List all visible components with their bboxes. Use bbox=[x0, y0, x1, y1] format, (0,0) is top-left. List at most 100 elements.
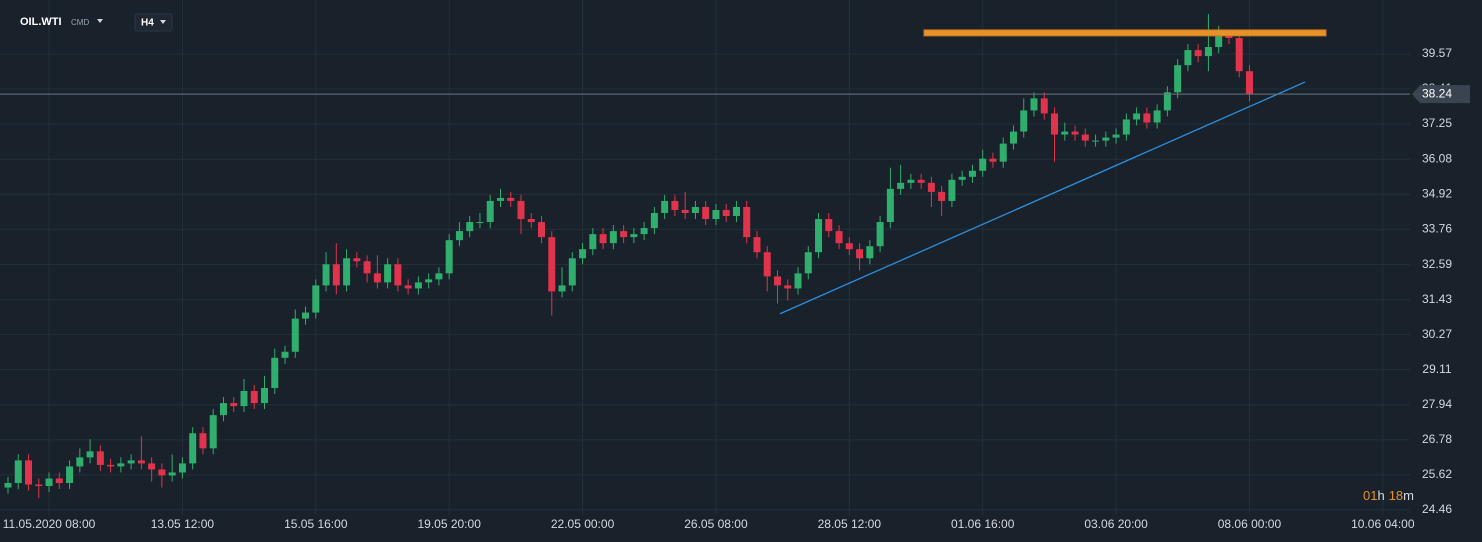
candle-body bbox=[466, 222, 474, 232]
timeframe[interactable]: H4 bbox=[141, 18, 154, 29]
symbol[interactable]: OIL.WTI bbox=[20, 16, 62, 28]
candle-body bbox=[1143, 113, 1151, 123]
candle-body bbox=[650, 212, 658, 229]
y-tick-label: 24.46 bbox=[1422, 502, 1452, 516]
candle-body bbox=[1061, 131, 1069, 135]
candle-body bbox=[866, 246, 874, 259]
countdown-minutes: 18 bbox=[1389, 488, 1403, 503]
x-tick-label: 22.05 00:00 bbox=[551, 517, 615, 531]
candle-body bbox=[1122, 119, 1130, 135]
candle-body bbox=[291, 318, 299, 352]
candle-body bbox=[917, 179, 925, 183]
candle-body bbox=[322, 264, 330, 286]
candle-body bbox=[1102, 137, 1110, 141]
timeframe-button[interactable] bbox=[134, 13, 173, 32]
candle-body bbox=[86, 451, 94, 458]
candle-body bbox=[927, 182, 935, 192]
candle-body bbox=[599, 234, 607, 244]
x-tick-label: 28.05 12:00 bbox=[818, 517, 882, 531]
candle-body bbox=[825, 219, 833, 232]
candle-body bbox=[404, 285, 412, 289]
candle-body bbox=[209, 415, 217, 449]
y-tick-label: 25.62 bbox=[1422, 467, 1452, 481]
candle-body bbox=[66, 466, 74, 484]
candle-body bbox=[250, 391, 258, 404]
candle-body bbox=[661, 200, 669, 213]
candle-body bbox=[897, 182, 905, 189]
candle-body bbox=[25, 460, 33, 485]
countdown-unit: m bbox=[1403, 488, 1414, 503]
candle-body bbox=[332, 264, 340, 286]
x-tick-label: 10.06 04:00 bbox=[1351, 517, 1415, 531]
candle-body bbox=[137, 460, 145, 464]
candle-body bbox=[1133, 113, 1141, 120]
candle-body bbox=[774, 276, 781, 286]
candle-body bbox=[538, 222, 546, 238]
candle-body bbox=[938, 191, 946, 201]
candle-body bbox=[4, 483, 12, 488]
candle-body bbox=[1020, 110, 1028, 132]
candle-body bbox=[1204, 47, 1212, 57]
grid: 24.46 25.62 26.78 27.94 29.11 30.27 31.43 32.59… bbox=[0, 0, 1452, 531]
candle-body bbox=[784, 285, 792, 289]
candle-body bbox=[117, 463, 125, 467]
candle-body bbox=[804, 252, 812, 274]
candle-body bbox=[373, 273, 381, 283]
candle-body bbox=[1030, 98, 1038, 111]
candle-body bbox=[517, 200, 525, 220]
candle-body bbox=[1184, 50, 1192, 66]
candle-body bbox=[856, 249, 864, 259]
dropdown-arrow[interactable] bbox=[160, 20, 166, 24]
candle-body bbox=[343, 258, 351, 286]
x-tick-label: 11.05.2020 08:00 bbox=[3, 517, 96, 531]
candle-body bbox=[1153, 110, 1161, 123]
candle-body bbox=[886, 188, 894, 223]
candle-body bbox=[1194, 50, 1202, 57]
y-tick-label: 29.11 bbox=[1422, 362, 1451, 376]
candle-body bbox=[312, 285, 320, 313]
candle-body bbox=[435, 273, 443, 280]
y-tick-label: 33.76 bbox=[1422, 221, 1452, 235]
candle-body bbox=[189, 433, 197, 464]
price-tag bbox=[1412, 85, 1470, 104]
x-tick-label: 08.06 00:00 bbox=[1218, 517, 1282, 531]
candle-body bbox=[35, 484, 43, 487]
candle-body bbox=[107, 464, 115, 467]
candle-body bbox=[702, 206, 710, 220]
candle-body bbox=[1092, 140, 1100, 142]
market: CMD bbox=[71, 18, 89, 27]
resistance-level bbox=[923, 29, 1327, 37]
candle-body bbox=[148, 463, 156, 470]
candle-body bbox=[1245, 71, 1253, 95]
x-tick-label: 26.05 08:00 bbox=[684, 517, 748, 531]
y-tick-label: 37.25 bbox=[1422, 116, 1452, 130]
candle-body bbox=[384, 264, 392, 283]
y-tick-label: 31.43 bbox=[1422, 292, 1452, 306]
candle-body bbox=[558, 285, 566, 292]
candle-body bbox=[712, 209, 720, 220]
candle-body bbox=[496, 197, 504, 201]
candle-body bbox=[158, 469, 166, 476]
candle-body bbox=[671, 200, 679, 210]
toolbar: OIL.WTI CMD H4 bbox=[20, 13, 173, 32]
countdown-unit: h bbox=[1377, 488, 1384, 503]
candle-body bbox=[548, 237, 556, 292]
candle-body bbox=[753, 237, 761, 253]
candle-body bbox=[240, 391, 248, 407]
candle-body bbox=[1081, 134, 1089, 141]
candle-body bbox=[394, 264, 402, 286]
y-tick-label: 26.78 bbox=[1422, 432, 1452, 446]
candle-body bbox=[630, 234, 638, 238]
dropdown-arrow[interactable] bbox=[97, 19, 103, 23]
countdown-hours: 01 bbox=[1363, 488, 1377, 503]
candle-body bbox=[353, 258, 361, 262]
candle-body bbox=[835, 231, 843, 244]
candle-body bbox=[76, 457, 84, 467]
y-tick-label: 27.94 bbox=[1422, 397, 1452, 411]
candle-body bbox=[568, 258, 576, 286]
candle-body bbox=[989, 158, 997, 162]
candle-body bbox=[681, 209, 689, 213]
candle-body bbox=[363, 261, 371, 274]
countdown: 01h 18m bbox=[1363, 488, 1414, 503]
